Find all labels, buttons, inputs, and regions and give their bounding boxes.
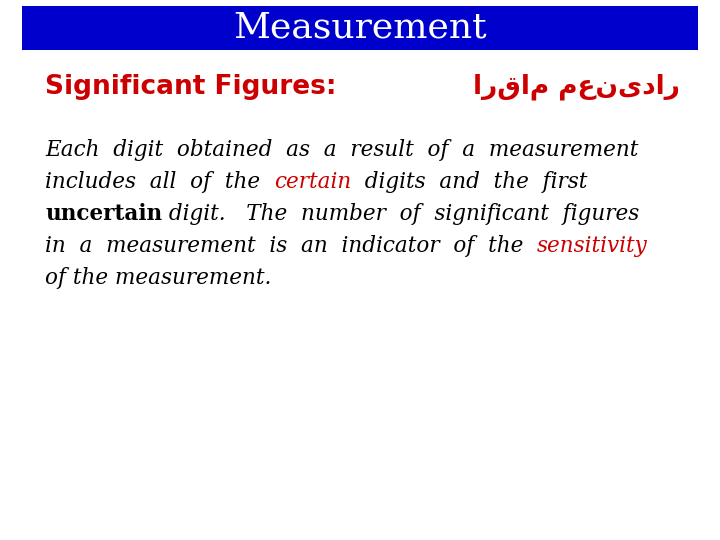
Text: digits  and  the  first: digits and the first: [351, 171, 588, 193]
Text: Significant Figures:: Significant Figures:: [45, 74, 336, 100]
Text: certain: certain: [274, 171, 351, 193]
Bar: [22, 6, 698, 50]
Text: ارقام معنیدار: ارقام معنیدار: [473, 74, 680, 100]
Text: uncertain: uncertain: [45, 203, 162, 225]
Text: Measurement: Measurement: [233, 11, 487, 45]
Text: Each  digit  obtained  as  a  result  of  a  measurement: Each digit obtained as a result of a mea…: [45, 139, 639, 161]
Text: sensitivity: sensitivity: [537, 235, 648, 257]
Text: includes  all  of  the: includes all of the: [45, 171, 274, 193]
Text: of the measurement.: of the measurement.: [45, 267, 271, 289]
Text: digit.   The  number  of  significant  figures: digit. The number of significant figures: [162, 203, 639, 225]
Text: in  a  measurement  is  an  indicator  of  the: in a measurement is an indicator of the: [45, 235, 537, 257]
